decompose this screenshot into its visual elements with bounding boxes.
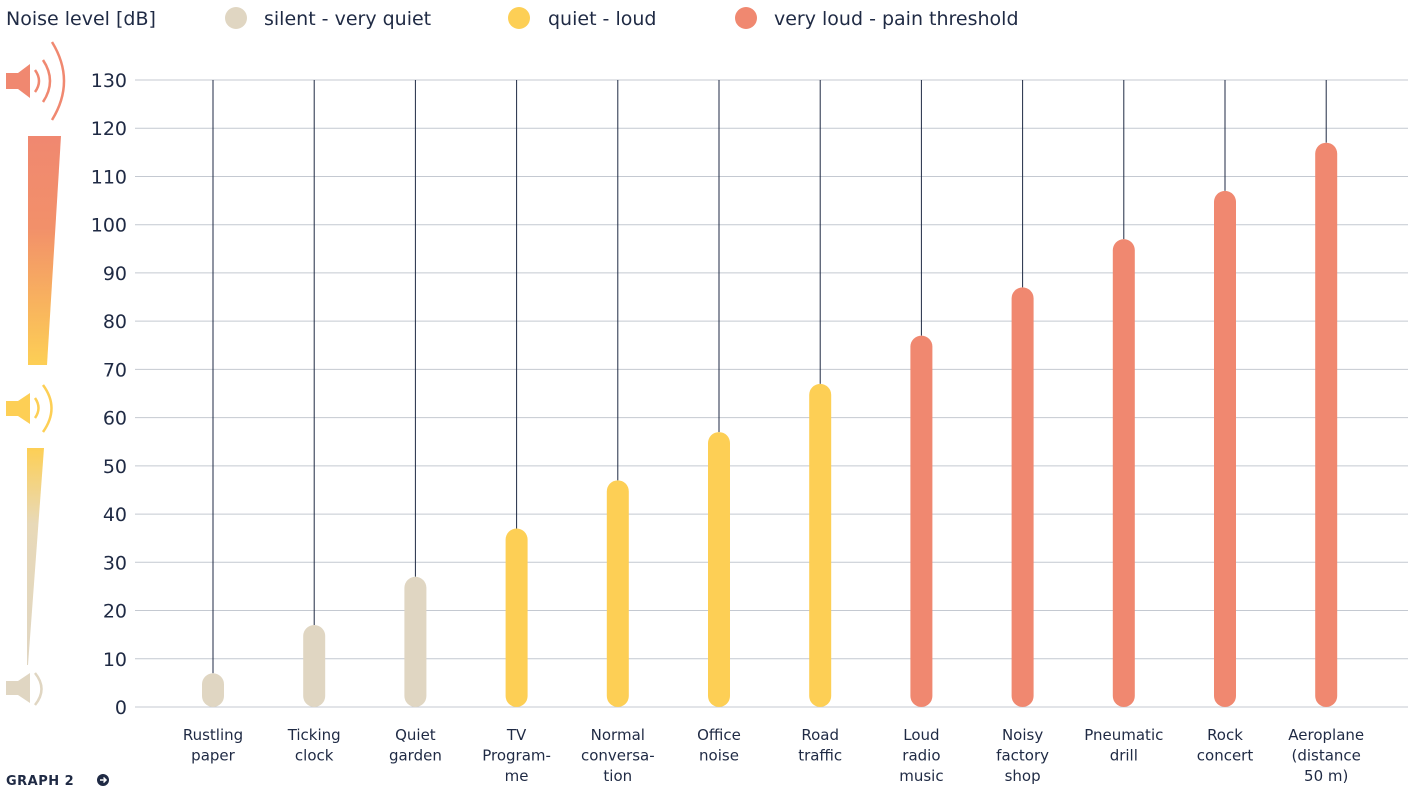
bar — [505, 528, 528, 707]
category-label: Loud radio music — [899, 726, 943, 785]
legend-swatch-quiet-loud — [508, 7, 530, 29]
y-tick-label: 50 — [103, 456, 127, 478]
category-label: Noisy factory shop — [996, 726, 1049, 785]
speaker-medium-icon — [6, 384, 53, 433]
y-tick-label: 100 — [91, 215, 127, 237]
bar-stems — [212, 80, 1327, 674]
category-label: Normal conversa-tion — [581, 726, 655, 785]
graph-label: GRAPH 2 — [6, 774, 74, 787]
speaker-quiet-icon — [6, 672, 43, 706]
axis-title: Noise level [dB] — [6, 8, 156, 30]
category-label: TV Program-me — [482, 726, 551, 785]
legend-item-very-loud: very loud - pain threshold — [735, 7, 1019, 30]
y-tick-label: 70 — [103, 359, 127, 381]
category-label: Road traffic — [798, 726, 842, 765]
legend-label-very-loud: very loud - pain threshold — [774, 8, 1019, 30]
category-label: Aeroplane (distance 50 m) — [1288, 726, 1364, 785]
legend-item-silent: silent - very quiet — [225, 7, 431, 30]
legend-swatch-silent — [225, 7, 247, 29]
y-tick-label: 80 — [103, 311, 127, 333]
bar — [202, 673, 224, 707]
category-label: Pneumatic drill — [1084, 726, 1163, 765]
legend: silent - very quiet quiet - loud very lo… — [225, 7, 1019, 30]
legend-label-quiet-loud: quiet - loud — [548, 8, 656, 30]
graph-footer[interactable]: GRAPH 2 — [6, 774, 109, 787]
bar — [809, 383, 832, 707]
bar — [1112, 239, 1135, 707]
loudness-scale — [6, 41, 66, 706]
category-label: Rustling paper — [183, 726, 243, 765]
y-axis-ticks: 0 10 20 30 40 50 60 70 80 90 100 110 120 130 — [91, 70, 127, 719]
y-tick-label: 20 — [103, 601, 127, 623]
y-tick-label: 90 — [103, 263, 127, 285]
bar — [1214, 190, 1236, 707]
arrow-right-circle-icon[interactable] — [97, 774, 109, 786]
x-axis-labels: Rustling paper Ticking clock Quiet garden TV Pr… — [183, 726, 1364, 785]
category-label: Rock concert — [1197, 726, 1254, 765]
bar — [708, 432, 730, 707]
loudness-gradient-upper — [28, 136, 61, 365]
bar — [404, 576, 427, 707]
category-label: Office noise — [697, 726, 741, 765]
bar — [1315, 142, 1338, 707]
y-tick-label: 30 — [103, 552, 127, 574]
speaker-loud-icon — [6, 41, 66, 121]
legend-item-quiet-loud: quiet - loud — [508, 7, 656, 30]
y-tick-label: 120 — [91, 118, 127, 140]
legend-swatch-very-loud — [735, 7, 757, 29]
y-tick-label: 130 — [91, 70, 127, 92]
bar — [303, 625, 326, 707]
loudness-gradient-lower — [27, 448, 44, 665]
category-label: Quiet garden — [389, 726, 442, 765]
y-tick-label: 40 — [103, 504, 127, 526]
legend-label-silent: silent - very quiet — [264, 8, 431, 30]
y-tick-label: 60 — [103, 408, 127, 430]
gridlines — [135, 79, 1408, 708]
bar — [910, 335, 933, 707]
bars — [202, 142, 1338, 707]
category-label: Ticking clock — [287, 726, 341, 765]
bar — [1011, 287, 1034, 707]
y-tick-label: 10 — [103, 649, 127, 671]
y-tick-label: 110 — [91, 166, 127, 188]
bar — [606, 480, 629, 707]
y-tick-label: 0 — [115, 697, 127, 719]
